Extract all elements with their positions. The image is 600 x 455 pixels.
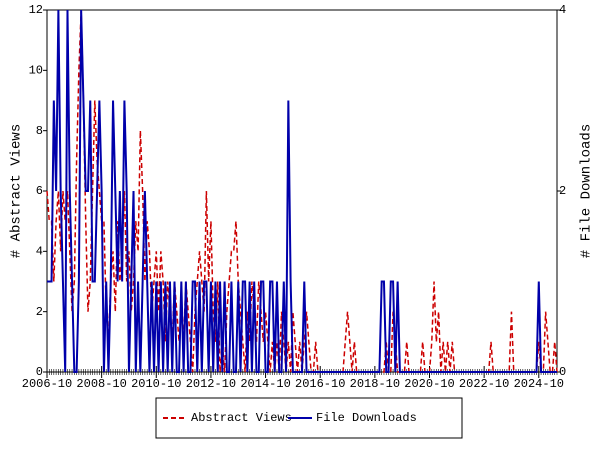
x-tick-label: 2018-10	[350, 377, 400, 391]
x-tick-label: 2024-10	[514, 377, 564, 391]
y-tick-label: 0	[36, 365, 43, 379]
x-tick-label: 2010-10	[131, 377, 181, 391]
y-tick-label: 2	[36, 305, 43, 319]
x-tick-label: 2016-10	[295, 377, 345, 391]
y2-tick-label: 2	[559, 184, 566, 198]
legend-label: File Downloads	[316, 411, 417, 425]
y2-tick-label: 4	[559, 3, 566, 17]
x-tick-label: 2022-10	[459, 377, 509, 391]
x-tick-label: 2012-10	[186, 377, 236, 391]
y-tick-label: 12	[29, 3, 43, 17]
y-tick-label: 6	[36, 184, 43, 198]
y2-axis-label: # File Downloads	[579, 124, 595, 258]
legend-box	[155, 397, 463, 439]
x-tick-label: 2006-10	[22, 377, 72, 391]
x-tick-label: 2020-10	[404, 377, 454, 391]
y-tick-label: 4	[36, 245, 43, 259]
x-tick-label: 2008-10	[76, 377, 126, 391]
legend-label: Abstract Views	[191, 411, 292, 425]
y-tick-label: 10	[29, 64, 43, 78]
y-axis-label: # Abstract Views	[9, 124, 25, 258]
series-line	[47, 9, 557, 373]
y-tick-label: 8	[36, 124, 43, 138]
x-tick-label: 2014-10	[240, 377, 290, 391]
y2-tick-label: 0	[559, 365, 566, 379]
